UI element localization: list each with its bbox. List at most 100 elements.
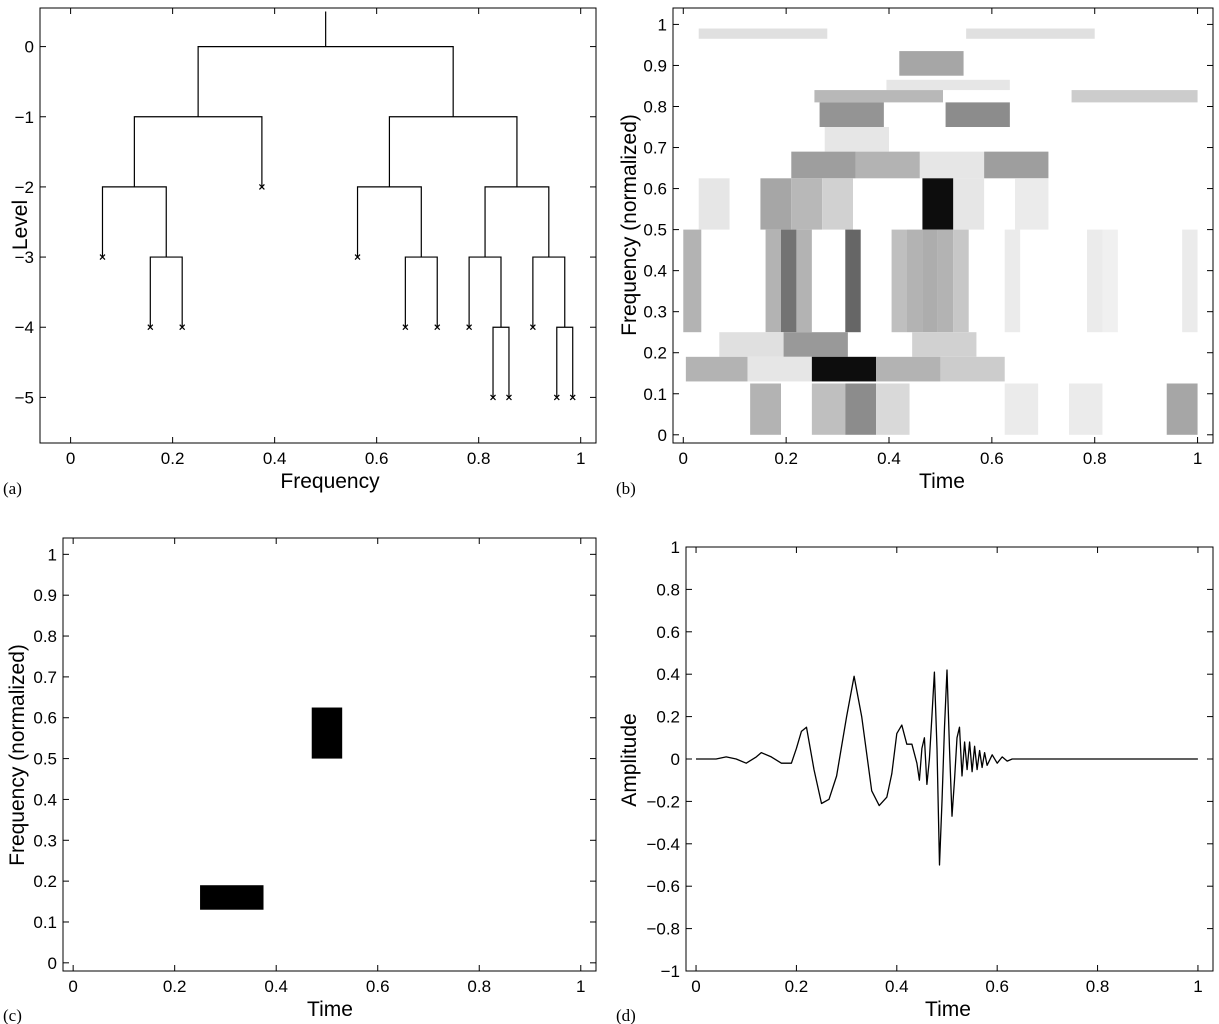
y-tick-label: 0.1 (643, 385, 667, 404)
tree-leaf-marker (258, 183, 265, 190)
x-tick-label: 0.2 (785, 977, 809, 996)
tf-tile (750, 383, 781, 435)
tree-branch (556, 326, 574, 398)
tree-branch (388, 116, 518, 187)
y-tick-label: 0.5 (643, 221, 667, 240)
tf-tile (824, 127, 889, 152)
x-tick-label: 0.8 (467, 449, 491, 468)
tf-tile (953, 229, 969, 333)
y-axis-label-c: Frequency (normalized) (6, 644, 29, 866)
tf-tile (1004, 383, 1039, 435)
x-tick-label: 0.6 (985, 977, 1009, 996)
y-tick-label: 0.8 (656, 580, 680, 599)
y-tick-label: 0.2 (33, 872, 57, 891)
tf-tile (819, 102, 884, 128)
tf-tile (937, 229, 954, 333)
y-tick-label: 0 (658, 426, 667, 445)
tf-tile (698, 178, 730, 230)
line-d (696, 669, 1198, 866)
x-ticks-d: 0 0.2 0.4 0.6 0.8 1 (691, 547, 1203, 996)
x-ticks-c: 0 0.2 0.4 0.6 0.8 1 (68, 538, 586, 996)
x-tick-label: 0.2 (774, 449, 798, 468)
y-tick-label: 0.8 (33, 627, 57, 646)
x-tick-label: 0 (66, 449, 75, 468)
x-tick-label: 0.6 (365, 449, 389, 468)
tf-tile (1071, 90, 1198, 103)
y-ticks-a: 0 −1 −2 −3 −4 −5 (15, 38, 596, 407)
tf-tile (200, 885, 264, 910)
tree-leaf-marker (529, 324, 536, 331)
panel-label-b: (b) (616, 479, 636, 498)
tf-tile (311, 707, 343, 759)
tf-tile (765, 229, 781, 333)
x-tick-label: 0.4 (877, 449, 901, 468)
amplitude-line (696, 669, 1198, 866)
y-tick-label: 0.5 (33, 750, 57, 769)
y-tick-label: 0.4 (33, 790, 57, 809)
x-tick-label: 0.4 (263, 449, 287, 468)
tf-tile (760, 178, 792, 230)
tree-leaf-marker (466, 324, 473, 331)
y-tick-label: −2 (15, 178, 34, 197)
y-tick-label: 0.9 (643, 56, 667, 75)
tree-leaf-marker (569, 394, 576, 401)
tf-tile (845, 229, 861, 333)
y-tick-label: 0.4 (643, 262, 667, 281)
tf-tile (1102, 229, 1118, 333)
tf-tile (822, 178, 853, 230)
tf-tile (1166, 383, 1198, 435)
y-tick-label: −0.4 (646, 835, 680, 854)
tree-a (99, 11, 576, 401)
tf-tile (1004, 229, 1021, 333)
tree-leaf-marker (147, 324, 154, 331)
panel-d: 0 0.2 0.4 0.6 0.8 1 1 0.8 0.6 0.4 0.2 0 −0.2 −0.4 −0.… (616, 538, 1214, 1024)
tree-branch (492, 326, 510, 398)
y-tick-label: 0.9 (33, 586, 57, 605)
y-tick-label: −1 (661, 962, 680, 981)
tree-branch (468, 256, 502, 328)
tree-branch (404, 256, 438, 328)
tf-tile (747, 356, 812, 382)
x-axis-label-a: Frequency (280, 470, 380, 493)
plot-frame-a (39, 7, 597, 444)
y-tick-label: −3 (15, 248, 34, 267)
y-tick-label: 0.3 (33, 831, 57, 850)
y-tick-label: 0.7 (643, 139, 667, 158)
tree-leaf-marker (179, 324, 186, 331)
tree-branch (197, 45, 454, 117)
x-tick-label: 0.6 (980, 449, 1004, 468)
y-tick-label: 0.2 (643, 344, 667, 363)
x-tick-label: 0.8 (1083, 449, 1107, 468)
tree-leaf-marker (506, 394, 512, 401)
x-axis-label-b: Time (919, 470, 965, 493)
tf-tile (845, 383, 877, 435)
y-tick-label: 0.3 (643, 303, 667, 322)
y-tick-label: −0.2 (646, 792, 680, 811)
tf-tile (814, 90, 943, 103)
tree-leaf-marker (434, 324, 441, 331)
tf-tile (966, 28, 1095, 39)
tf-tile (1015, 178, 1049, 230)
x-tick-label: 0 (691, 977, 700, 996)
tree-leaf-marker (553, 394, 560, 401)
tree-leaf-marker (354, 254, 361, 260)
tf-tile (811, 356, 877, 382)
x-tick-label: 0 (68, 977, 77, 996)
x-tick-label: 0.8 (467, 977, 491, 996)
tf-tile (1182, 229, 1198, 333)
y-tick-label: −0.6 (646, 877, 680, 896)
tf-tile (919, 151, 985, 179)
x-tick-label: 1 (576, 977, 585, 996)
tf-tile (899, 51, 964, 76)
tf-tile (876, 356, 941, 382)
tree-branch (484, 186, 550, 258)
tf-tile (1069, 383, 1103, 435)
y-ticks-d: 1 0.8 0.6 0.4 0.2 0 −0.2 −0.4 −0.6 −0.8 −1 (646, 538, 1213, 981)
tree-branch (356, 186, 422, 258)
tf-tile (945, 102, 1010, 128)
y-tick-label: 0.6 (33, 709, 57, 728)
y-tick-label: −4 (15, 318, 34, 337)
tf-tile (698, 28, 828, 39)
x-tick-label: 0.4 (885, 977, 909, 996)
